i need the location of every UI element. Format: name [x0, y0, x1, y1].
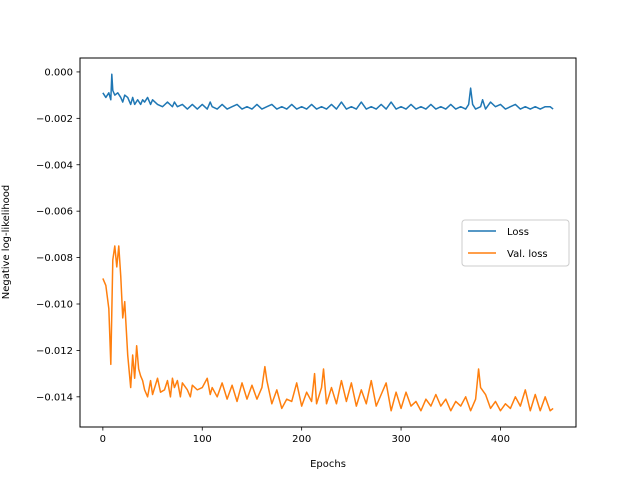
x-tick-label: 0: [100, 434, 106, 445]
series-layer: [102, 73, 554, 412]
y-tick-label: −0.014: [36, 392, 73, 403]
series-line-val-loss: [102, 245, 554, 412]
y-tick-label: −0.004: [36, 160, 73, 171]
y-tick-label: −0.008: [36, 253, 73, 264]
y-tick-label: −0.010: [36, 300, 73, 311]
series-line-loss: [102, 73, 554, 110]
x-axis: 0 100 200 300 400: [100, 427, 510, 445]
y-tick-label: 0.000: [44, 67, 73, 78]
y-tick-label: −0.002: [36, 114, 73, 125]
x-tick-label: 100: [193, 434, 212, 445]
legend-label: Val. loss: [507, 249, 548, 260]
x-tick-label: 200: [292, 434, 311, 445]
y-tick-label: −0.012: [36, 346, 73, 357]
y-axis: 0.000 −0.002 −0.004 −0.006 −0.008 −0.010 −0.01…: [36, 67, 80, 403]
legend-label: Loss: [507, 227, 529, 238]
legend: Loss Val. loss: [461, 219, 570, 267]
y-tick-label: −0.006: [36, 207, 73, 218]
y-axis-title: Negative log-likelihood: [1, 185, 12, 300]
x-tick-label: 300: [392, 434, 411, 445]
x-tick-label: 400: [491, 434, 510, 445]
axes-frame: [79, 57, 577, 428]
x-axis-title: Epochs: [310, 459, 346, 470]
